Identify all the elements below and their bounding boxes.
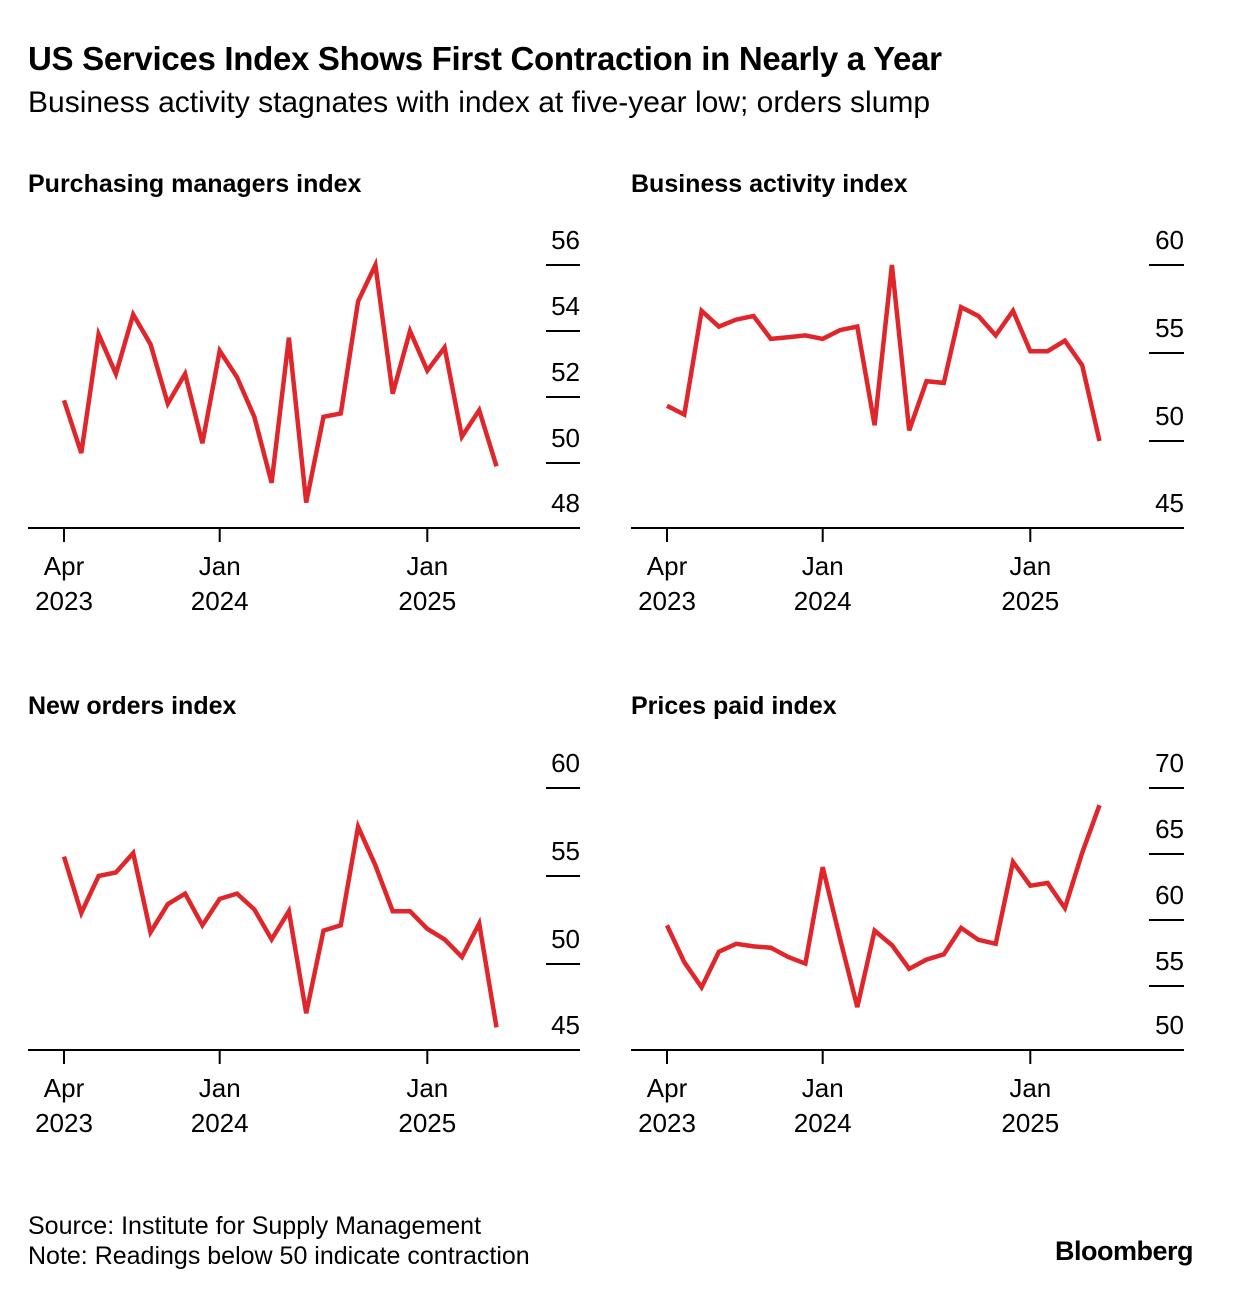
contraction-note: Note: Readings below 50 indicate contrac… [28,1242,530,1270]
x-tick-label-month: Jan [406,551,448,581]
panel-title-pmi: Purchasing managers index [28,170,362,198]
chart-title: US Services Index Shows First Contractio… [28,40,942,77]
panel-title-new-orders: New orders index [28,692,237,720]
x-tick-label-month: Jan [406,1073,448,1103]
x-tick-label-year: 2023 [638,1108,696,1138]
panel-title-prices-paid: Prices paid index [631,692,837,720]
x-tick-label-year: 2023 [35,586,93,616]
x-tick-label-month: Jan [802,1073,844,1103]
x-tick-label-year: 2025 [398,1108,456,1138]
x-tick-label-month: Jan [199,1073,241,1103]
y-tick-label: 55 [1155,946,1184,976]
x-tick-label-month: Apr [44,551,85,581]
series-line-2 [61,819,499,1028]
x-tick-label-month: Apr [647,551,688,581]
y-tick-label: 70 [1155,748,1184,778]
y-tick-label: 55 [551,836,580,866]
y-tick-label: 60 [1155,225,1184,255]
y-tick-label: 60 [1155,880,1184,910]
x-tick-label-year: 2025 [1001,1108,1059,1138]
y-tick-label: 50 [1155,1010,1184,1040]
x-tick-label-year: 2025 [398,586,456,616]
y-tick-label: 45 [551,1010,580,1040]
y-tick-label: 65 [1155,814,1184,844]
y-tick-label: 48 [551,488,580,518]
x-tick-label-year: 2024 [794,1108,852,1138]
x-tick-label-month: Jan [1009,1073,1051,1103]
x-tick-label-year: 2024 [191,586,249,616]
x-tick-label-month: Apr [647,1073,688,1103]
x-tick-label-year: 2023 [638,586,696,616]
y-tick-label: 50 [551,423,580,453]
y-tick-label: 60 [551,748,580,778]
series-line-0 [61,257,499,504]
y-tick-label: 50 [551,924,580,954]
series-line-1 [665,264,1102,442]
y-tick-label: 45 [1155,488,1184,518]
x-tick-label-month: Jan [802,551,844,581]
x-tick-label-month: Jan [1009,551,1051,581]
x-tick-label-month: Apr [44,1073,85,1103]
panel-title-business-activity: Business activity index [631,170,908,198]
x-tick-label-month: Jan [199,551,241,581]
y-tick-label: 52 [551,357,580,387]
y-tick-label: 54 [551,291,580,321]
y-tick-label: 55 [1155,313,1184,343]
y-tick-label: 50 [1155,401,1184,431]
series-line-3 [664,804,1102,1008]
source-note: Source: Institute for Supply Management [28,1212,482,1240]
x-tick-label-year: 2025 [1001,586,1059,616]
bloomberg-logo: Bloomberg [1055,1236,1194,1266]
x-tick-label-year: 2024 [794,586,852,616]
y-tick-label: 56 [551,225,580,255]
chart-subtitle: Business activity stagnates with index a… [28,86,931,119]
x-tick-label-year: 2024 [191,1108,249,1138]
x-tick-label-year: 2023 [35,1108,93,1138]
